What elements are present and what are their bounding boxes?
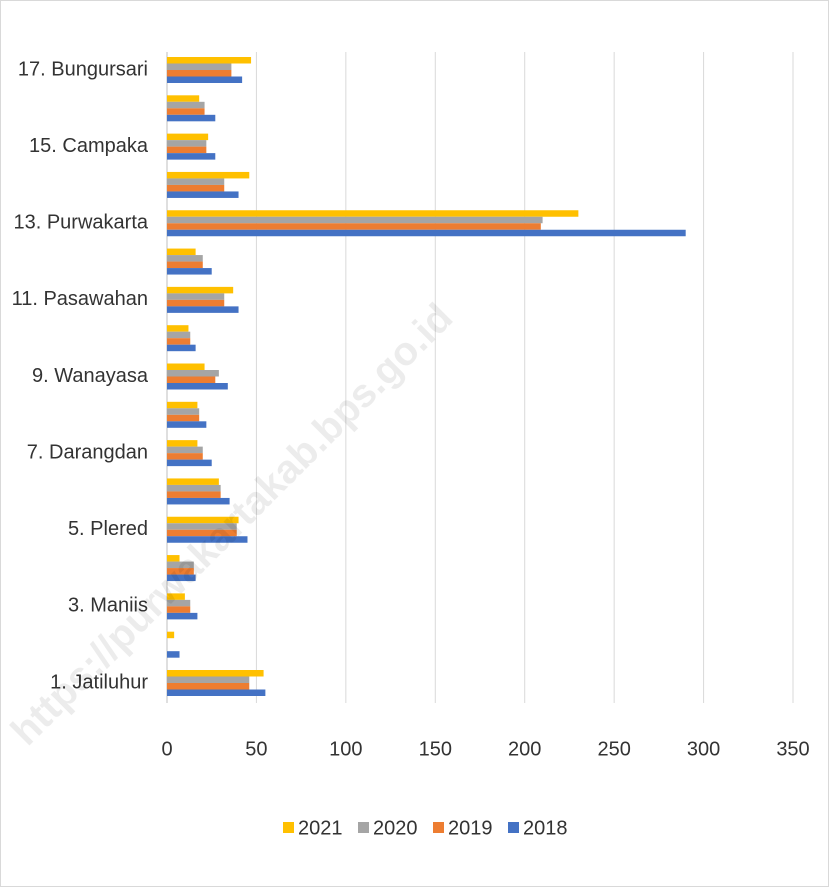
x-tick-label: 100 bbox=[329, 738, 362, 760]
bar bbox=[167, 133, 209, 141]
legend-label: 2019 bbox=[448, 817, 493, 839]
bar bbox=[167, 683, 250, 690]
legend-label: 2020 bbox=[373, 817, 418, 839]
legend-label: 2018 bbox=[523, 817, 568, 839]
bar bbox=[167, 446, 203, 454]
bar bbox=[167, 370, 219, 377]
bar bbox=[167, 651, 180, 658]
bar bbox=[167, 676, 250, 683]
bar bbox=[167, 383, 228, 390]
y-tick-label: 7. Darangdan bbox=[27, 441, 148, 463]
legend-swatch bbox=[433, 822, 444, 833]
bar bbox=[167, 114, 216, 122]
y-tick-label: 9. Wanayasa bbox=[32, 365, 149, 387]
bar bbox=[167, 555, 180, 562]
bar bbox=[167, 484, 221, 492]
x-tick-label: 250 bbox=[597, 738, 630, 760]
bar bbox=[167, 76, 243, 83]
bar bbox=[167, 421, 207, 428]
bar bbox=[167, 606, 191, 613]
bar bbox=[167, 261, 203, 269]
bar bbox=[167, 459, 212, 467]
y-tick-label: 15. Campaka bbox=[29, 135, 149, 157]
bar bbox=[167, 631, 175, 639]
bar bbox=[167, 414, 200, 422]
bar bbox=[167, 140, 207, 147]
bar bbox=[167, 440, 198, 447]
bar bbox=[167, 248, 196, 256]
bar bbox=[167, 101, 205, 109]
x-tick-label: 150 bbox=[419, 738, 452, 760]
bar bbox=[167, 612, 198, 620]
bar bbox=[167, 529, 237, 537]
bar bbox=[167, 401, 198, 409]
bar bbox=[167, 497, 230, 505]
bar bbox=[167, 210, 579, 217]
bar bbox=[167, 306, 239, 313]
bar bbox=[167, 453, 203, 460]
legend-swatch bbox=[358, 822, 369, 833]
bar bbox=[167, 689, 266, 696]
legend-swatch bbox=[283, 822, 294, 833]
bar bbox=[167, 171, 250, 179]
bar bbox=[167, 57, 252, 64]
bar bbox=[167, 293, 225, 300]
bar bbox=[167, 325, 189, 332]
bar bbox=[167, 286, 234, 294]
bar bbox=[167, 593, 185, 600]
bar bbox=[167, 146, 207, 154]
x-tick-label: 0 bbox=[161, 738, 172, 760]
bar bbox=[167, 184, 225, 192]
bar bbox=[167, 670, 264, 677]
bar bbox=[167, 523, 237, 530]
bar bbox=[167, 408, 200, 415]
bar bbox=[167, 331, 191, 339]
bar bbox=[167, 255, 203, 262]
legend-swatch bbox=[508, 822, 519, 833]
bar bbox=[167, 516, 239, 524]
y-tick-label: 11. Pasawahan bbox=[12, 288, 148, 310]
bar bbox=[167, 561, 194, 569]
bar bbox=[167, 568, 194, 575]
bar bbox=[167, 153, 216, 160]
bar bbox=[167, 491, 221, 498]
x-tick-label: 50 bbox=[245, 738, 267, 760]
bar bbox=[167, 536, 248, 543]
bar bbox=[167, 299, 225, 307]
bar bbox=[167, 268, 212, 275]
y-tick-label: 1. Jatiluhur bbox=[50, 671, 148, 693]
bar bbox=[167, 63, 232, 70]
x-tick-label: 300 bbox=[687, 738, 720, 760]
bar bbox=[167, 216, 543, 224]
x-tick-label: 350 bbox=[776, 738, 809, 760]
y-tick-label: 17. Bungursari bbox=[18, 58, 148, 80]
bar bbox=[167, 376, 216, 383]
y-tick-label: 13. Purwakarta bbox=[13, 212, 148, 234]
bar bbox=[167, 191, 239, 198]
bar bbox=[167, 363, 205, 370]
bar bbox=[167, 223, 541, 230]
bar bbox=[167, 338, 191, 345]
legend-label: 2021 bbox=[298, 817, 343, 839]
bar bbox=[167, 344, 196, 352]
y-tick-label: 5. Plered bbox=[68, 518, 148, 540]
x-tick-label: 200 bbox=[508, 738, 541, 760]
bar bbox=[167, 108, 205, 115]
bar bbox=[167, 599, 191, 607]
bar bbox=[167, 70, 232, 77]
bar bbox=[167, 574, 196, 582]
y-tick-label: 3. Maniis bbox=[68, 595, 148, 617]
bar bbox=[167, 95, 200, 102]
bar bbox=[167, 478, 219, 485]
bar bbox=[167, 178, 225, 185]
bar bbox=[167, 229, 686, 237]
